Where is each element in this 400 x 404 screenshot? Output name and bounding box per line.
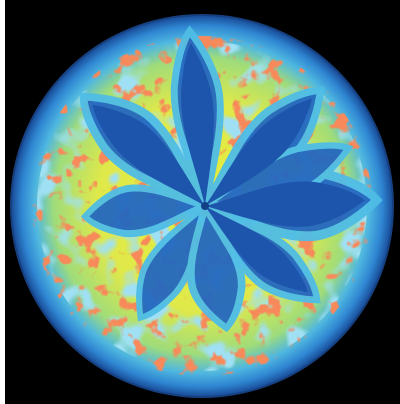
image-frame [0, 0, 400, 404]
center [201, 202, 209, 210]
dish-image [0, 0, 400, 404]
left-edge [0, 0, 5, 404]
